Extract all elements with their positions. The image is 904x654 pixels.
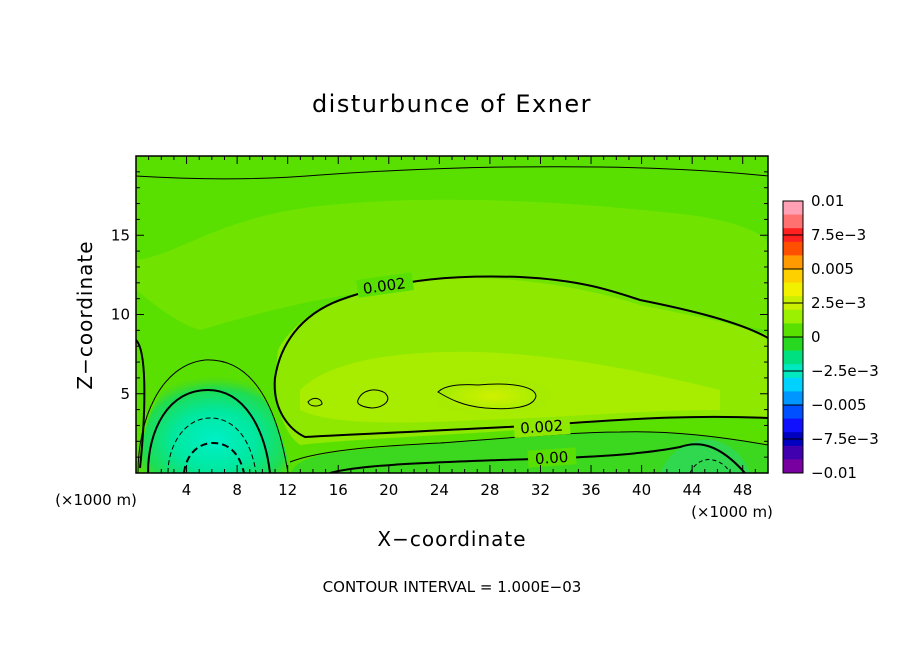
- contour-line: [136, 166, 768, 180]
- colorbar-swatch: [783, 282, 803, 297]
- colorbar-tick-label: 2.5e−3: [811, 294, 866, 312]
- x-tick-label: 36: [581, 481, 600, 499]
- colorbar-tick-label: −7.5e−3: [811, 430, 879, 448]
- contour-label: 0.00: [534, 448, 569, 468]
- y-axis-label: Z−coordinate: [73, 240, 97, 389]
- colorbar-tick-label: −2.5e−3: [811, 362, 879, 380]
- x-tick-label: 24: [430, 481, 449, 499]
- contour-line: [689, 459, 731, 473]
- contour-line: [307, 397, 323, 407]
- colorbar-swatch: [783, 269, 803, 284]
- contour-interval-note: CONTOUR INTERVAL = 1.000E−03: [323, 578, 582, 596]
- x-tick-label: 8: [232, 481, 242, 499]
- x-tick-label: 16: [329, 481, 348, 499]
- colorbar-swatch: [783, 255, 803, 270]
- colorbar-swatch: [783, 214, 803, 229]
- field-layer: [136, 156, 768, 473]
- x-tick-label: 40: [632, 481, 651, 499]
- contour-label: 0.002: [362, 274, 407, 298]
- colorbar-swatch: [783, 405, 803, 420]
- field-positive-max: [432, 376, 552, 416]
- colorbar-swatch: [783, 377, 803, 392]
- colorbar-swatch: [783, 445, 803, 460]
- field-negative-spot: [660, 439, 750, 473]
- contour-label-mask: [356, 272, 414, 298]
- colorbar-swatch: [783, 418, 803, 433]
- colorbar-tick-label: 0: [811, 328, 821, 346]
- x-tick-label: 28: [480, 481, 499, 499]
- colorbar-tick-label: −0.005: [811, 396, 867, 414]
- x-tick-label: 48: [733, 481, 752, 499]
- x-tick-label: 12: [278, 481, 297, 499]
- x-axis: 4 8 12 16 20 24 28 32 36 40 44 48: [148, 156, 756, 499]
- x-tick-label: 44: [683, 481, 702, 499]
- colorbar-ticks: 0.01 7.5e−3 0.005 2.5e−3 0 −2.5e−3 −0.005 −7.5e…: [783, 192, 879, 482]
- contour-line: [357, 389, 389, 409]
- y-tick-label: 10: [111, 306, 130, 324]
- colorbar-tick-label: 7.5e−3: [811, 226, 866, 244]
- x-tick-label: 20: [379, 481, 398, 499]
- colorbar-swatch: [783, 337, 803, 352]
- field-negative-low: [140, 365, 290, 473]
- x-tick-label: 32: [531, 481, 550, 499]
- colorbar-tick-label: −0.01: [811, 464, 857, 482]
- y-axis: 5 10 15: [111, 171, 768, 458]
- colorbar-swatch: [783, 323, 803, 338]
- colorbar-swatch: [783, 201, 803, 216]
- colorbar-swatch: [783, 350, 803, 365]
- x-units-right: (×1000 m): [691, 503, 773, 521]
- contour-line: [437, 383, 537, 410]
- x-tick-label: 4: [182, 481, 192, 499]
- colorbar-swatch: [783, 241, 803, 256]
- colorbar-tick-label: 0.005: [811, 260, 854, 278]
- contour-line: [167, 417, 257, 473]
- colorbar-tick-label: 0.01: [811, 192, 844, 210]
- colorbar-swatch: [783, 309, 803, 324]
- colorbar-swatch: [783, 459, 803, 474]
- x-axis-label: X−coordinate: [377, 527, 526, 551]
- chart-title: disturbunce of Exner: [312, 90, 592, 118]
- contour-label-mask: [513, 416, 571, 438]
- contour-line: [147, 388, 271, 473]
- contour-label-mask: [527, 447, 577, 468]
- colorbar-swatch: [783, 391, 803, 406]
- y-tick-label: 5: [120, 385, 130, 403]
- contour-line: [183, 441, 245, 473]
- x-units-left: (×1000 m): [55, 491, 137, 509]
- contour-label: 0.002: [520, 417, 564, 438]
- colorbar: [783, 201, 803, 474]
- y-tick-label: 15: [111, 226, 130, 244]
